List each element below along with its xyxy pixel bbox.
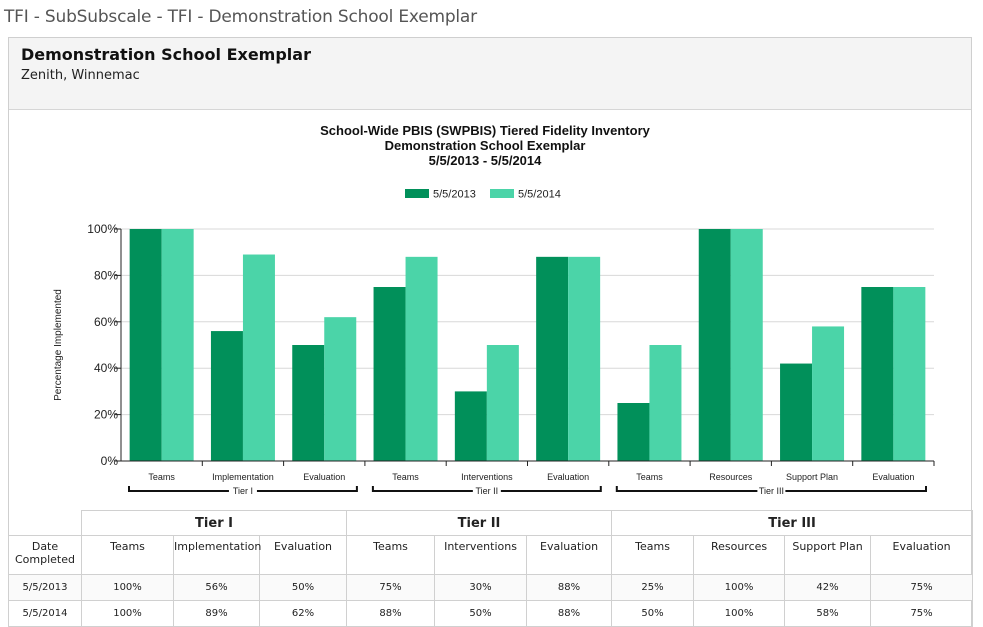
table-tier-1: Tier I [80, 510, 348, 536]
table-cell: 75% [346, 574, 436, 601]
legend-label-1: 5/5/2013 [433, 189, 476, 201]
x-category-label: Teams [636, 472, 663, 482]
bar-1-3 [292, 345, 325, 461]
table-row: 5/5/2014 100% 89% 62% 88% 50% 88% 50% 100% 58% 75% [8, 600, 974, 627]
table-tier-3: Tier III [611, 510, 974, 536]
table-cell: 42% [784, 574, 872, 601]
chart-title-line-3: 5/5/2013 - 5/5/2014 [429, 153, 543, 168]
column-header: Resources [693, 535, 786, 575]
column-header: Teams [81, 535, 174, 575]
column-header: Teams [346, 535, 436, 575]
table-cell: 58% [784, 600, 872, 627]
legend-label-2: 5/5/2014 [518, 189, 561, 201]
bar-1-4 [373, 287, 406, 461]
table-cell: 100% [693, 574, 786, 601]
row-date: 5/5/2013 [8, 574, 82, 601]
table-tier-2: Tier II [346, 510, 613, 536]
table-cell: 50% [434, 600, 528, 627]
x-category-label: Teams [392, 472, 419, 482]
x-category-label: Evaluation [547, 472, 589, 482]
column-header: Evaluation [870, 535, 974, 575]
x-category-label: Implementation [212, 472, 274, 482]
table-cell: 100% [81, 574, 174, 601]
group-label-1: Tier I [233, 486, 253, 496]
scores-table: Tier I Tier II Tier III Date Completed T… [8, 510, 974, 627]
table-cell: 88% [346, 600, 436, 627]
bar-1-8 [698, 229, 731, 461]
y-tick-label: 100% [87, 222, 118, 236]
y-tick-label: 20% [94, 408, 118, 422]
column-header: Teams [611, 535, 695, 575]
x-category-label: Support Plan [786, 472, 838, 482]
bar-1-5 [454, 391, 487, 461]
blank-corner [8, 510, 82, 536]
group-bracket-1 [128, 486, 358, 492]
chart-title-line-1: School-Wide PBIS (SWPBIS) Tiered Fidelit… [320, 123, 651, 138]
bar-1-10 [861, 287, 894, 461]
table-cell: 88% [526, 574, 613, 601]
x-category-label: Evaluation [303, 472, 345, 482]
bar-1-7 [617, 403, 650, 461]
bar-2-8 [730, 229, 763, 461]
bar-2-5 [486, 345, 519, 461]
table-cell: 30% [434, 574, 528, 601]
row-date: 5/5/2014 [8, 600, 82, 627]
school-name: Demonstration School Exemplar [21, 45, 311, 64]
date-header: Date Completed [8, 535, 82, 575]
bar-2-10 [893, 287, 926, 461]
table-cell: 50% [611, 600, 695, 627]
group-label-2: Tier II [476, 486, 499, 496]
page-title: TFI - SubSubscale - TFI - Demonstration … [4, 7, 477, 27]
x-category-label: Evaluation [872, 472, 914, 482]
tfi-bar-chart: School-Wide PBIS (SWPBIS) Tiered Fidelit… [53, 123, 935, 496]
y-tick-label: 60% [94, 315, 118, 329]
table-cell: 56% [173, 574, 260, 601]
x-category-label: Teams [148, 472, 175, 482]
legend-swatch-2 [490, 189, 514, 198]
group-bracket-3 [615, 486, 927, 492]
bar-1-1 [129, 229, 162, 461]
bar-2-1 [161, 229, 194, 461]
chart-title-line-2: Demonstration School Exemplar [385, 138, 586, 153]
group-label-3: Tier III [759, 486, 784, 496]
bar-2-6 [568, 256, 601, 461]
bar-1-9 [780, 363, 813, 461]
bar-1-2 [210, 331, 243, 461]
column-header: Evaluation [526, 535, 613, 575]
bar-2-7 [649, 345, 682, 461]
table-cell: 50% [258, 574, 348, 601]
legend-swatch-1 [405, 189, 429, 198]
bar-2-9 [812, 326, 845, 461]
table-cell: 75% [870, 574, 974, 601]
column-header: Evaluation [258, 535, 348, 575]
y-axis-label: Percentage Implemented [53, 289, 64, 401]
table-cell: 75% [870, 600, 974, 627]
y-tick-label: 40% [94, 361, 118, 375]
school-header: Demonstration School Exemplar Zenith, Wi… [9, 38, 971, 110]
table-cell: 25% [611, 574, 695, 601]
table-cell: 100% [693, 600, 786, 627]
table-row: 5/5/2013 100% 56% 50% 75% 30% 88% 25% 100% 42% 75% [8, 574, 974, 601]
column-header: Implementation [173, 535, 261, 575]
x-category-label: Resources [709, 472, 753, 482]
bar-1-6 [536, 256, 569, 461]
column-header: Support Plan [784, 535, 872, 575]
school-location: Zenith, Winnemac [21, 68, 140, 83]
y-tick-label: 0% [101, 454, 119, 468]
bar-2-3 [324, 317, 357, 461]
table-cell: 89% [173, 600, 260, 627]
table-cell: 88% [526, 600, 613, 627]
table-cell: 100% [81, 600, 174, 627]
x-category-label: Interventions [461, 472, 513, 482]
bar-2-2 [242, 254, 275, 461]
column-header: Interventions [434, 535, 528, 575]
table-cell: 62% [258, 600, 348, 627]
bar-2-4 [405, 256, 438, 461]
group-bracket-2 [371, 486, 602, 492]
y-tick-label: 80% [94, 268, 118, 282]
